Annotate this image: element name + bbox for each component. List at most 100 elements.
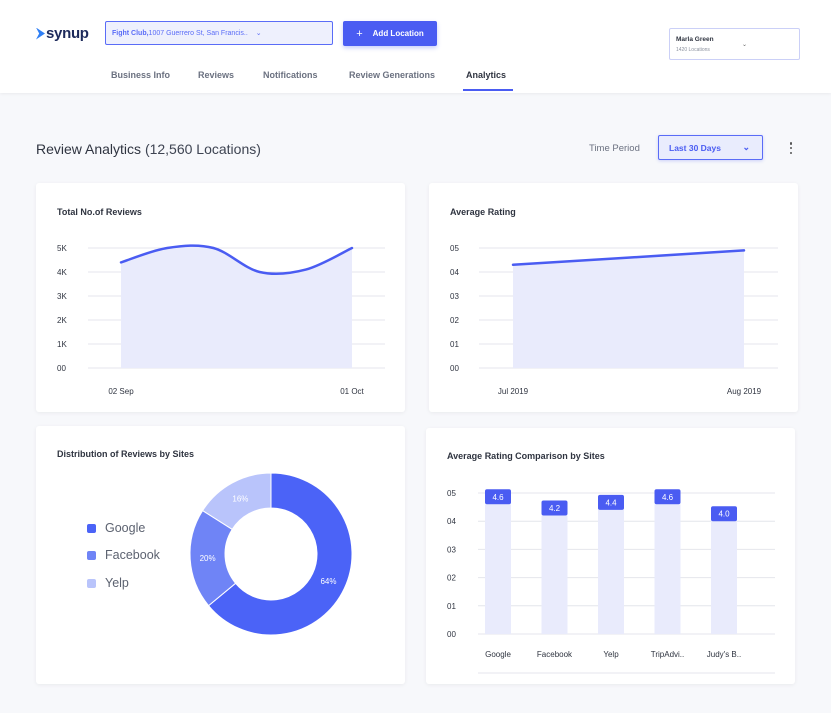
x-tick-label: Judy's B.. [707,650,741,659]
card-distribution: Distribution of Reviews by Sites Google … [36,426,405,684]
card-rating-comparison: Average Rating Comparison by Sites 00 01 0… [426,428,795,684]
y-tick-label: 2K [57,316,67,325]
y-tick-label: 00 [447,630,456,639]
y-tick-label: 01 [447,602,456,611]
card-title: Average Rating Comparison by Sites [447,451,605,461]
y-tick-label: 04 [447,517,456,526]
card-total-reviews: Total No.of Reviews 00 1K 2K 3K 4K 5K 02 Sep 01… [36,183,405,412]
y-tick-label: 05 [450,244,459,253]
logo-text: synup [46,25,89,42]
card-average-rating: Average Rating 00 01 02 03 04 05 Jul 2019 Aug 2… [429,183,798,412]
page-title-text: Review Analytics [36,141,142,157]
y-tick-label: 4K [57,268,67,277]
legend-label: Facebook [105,548,160,562]
y-tick-label: 03 [447,545,456,554]
average-rating-chart: 00 01 02 03 04 05 Jul 2019 Aug 2019 [450,244,778,396]
y-tick-label: 1K [57,340,67,349]
legend-label: Google [105,521,146,535]
app-header: synup Fight Club, 1007 Guerrero St, San … [0,0,831,93]
user-locations-count: 1420 Locations [676,47,710,53]
legend-item-facebook: Facebook [87,548,160,562]
legend-label: Yelp [105,576,129,590]
bar-value-label: 4.0 [718,510,730,519]
y-tick-label: 04 [450,268,459,277]
y-tick-label: 03 [450,292,459,301]
area-fill [121,245,352,368]
x-tick-label: 01 Oct [340,387,364,396]
time-period-value: Last 30 Days [669,142,721,153]
series-line [119,244,354,276]
y-tick-label: 00 [57,364,66,373]
tab-notifications[interactable]: Notifications [263,70,318,80]
tab-reviews[interactable]: Reviews [198,70,235,80]
bar-value-label: 4.6 [492,493,504,502]
bar-value-badge [654,489,681,505]
bar [654,504,681,634]
page-title: Review Analytics (12,560 Locations) [36,141,261,157]
total-reviews-chart: 00 1K 2K 3K 4K 5K 02 Sep 01 Oct [57,244,385,396]
x-tick-label: Yelp [603,650,619,659]
legend-swatch [87,578,96,588]
donut-slice-yelp [201,472,272,531]
bar [598,509,624,634]
y-tick-label: 02 [450,316,459,325]
synup-logo[interactable]: synup [36,25,89,42]
bar [711,521,737,634]
active-tab-indicator [463,89,513,91]
y-tick-label: 01 [450,340,459,349]
time-period-select[interactable]: Last 30 Days ⌄ [658,135,763,160]
nav-tabs: Business Info Reviews Notifications Revi… [0,68,831,93]
bar-value-label: 4.2 [549,504,561,513]
tab-business-info[interactable]: Business Info [111,70,171,80]
bar-value-label: 4.6 [662,493,674,502]
chevron-down-icon: ⌄ [742,142,750,152]
bar-value-badge [541,500,568,516]
location-address: 1007 Guerrero St, San Francis.. [148,29,248,37]
time-period-label: Time Period [589,143,640,154]
y-tick-label: 3K [57,292,67,301]
legend-swatch [87,550,96,560]
plus-icon: + [356,27,363,40]
slice-value-label: 16% [232,494,248,503]
chevron-down-icon: ⌄ [255,30,262,37]
y-tick-label: 00 [450,364,459,373]
bar-value-badge [598,494,624,510]
location-name: Fight Club, [112,29,149,37]
bar-value-badge [485,489,511,505]
donut-slice-google [207,472,353,636]
y-tick-label: 05 [447,489,456,498]
tab-analytics[interactable]: Analytics [466,70,507,80]
bar [541,515,568,634]
logo-mark-icon [36,27,45,40]
area-fill [513,250,744,368]
series-line [511,249,746,267]
card-title: Distribution of Reviews by Sites [57,449,195,459]
x-tick-label: Aug 2019 [727,387,762,396]
user-name: Marla Green [676,36,714,43]
add-location-label: Add Location [372,29,424,38]
card-title: Average Rating [450,207,516,217]
card-title: Total No.of Reviews [57,207,142,217]
legend-item-google: Google [87,521,145,535]
slice-value-label: 64% [320,577,336,586]
y-tick-label: 5K [57,244,67,253]
locations-count: (12,560 Locations) [144,141,261,157]
x-tick-label: Google [485,650,511,659]
x-tick-label: TripAdvi.. [651,650,685,659]
x-tick-label: Facebook [537,650,573,659]
slice-value-label: 20% [200,554,216,563]
rating-comparison-bar-chart: 00 01 02 03 04 05 4.6 Google 4.2 Facebook 4.4 Yelp 4… [447,489,775,674]
chevron-down-icon: ⌄ [742,42,748,48]
y-tick-label: 02 [447,574,456,583]
distribution-donut-chart: 64% 20% 16% [189,472,353,636]
tab-review-generations[interactable]: Review Generations [349,70,436,80]
bar [485,504,511,634]
add-location-button[interactable]: + Add Location [343,21,437,46]
location-select[interactable]: Fight Club, 1007 Guerrero St, San Franci… [105,21,333,45]
legend-swatch [87,523,96,533]
more-options-icon[interactable] [787,140,795,156]
user-account-select[interactable]: Marla Green 1420 Locations ⌄ [669,28,800,60]
bar-value-label: 4.4 [605,498,617,507]
x-tick-label: 02 Sep [108,387,134,396]
x-tick-label: Jul 2019 [498,387,529,396]
